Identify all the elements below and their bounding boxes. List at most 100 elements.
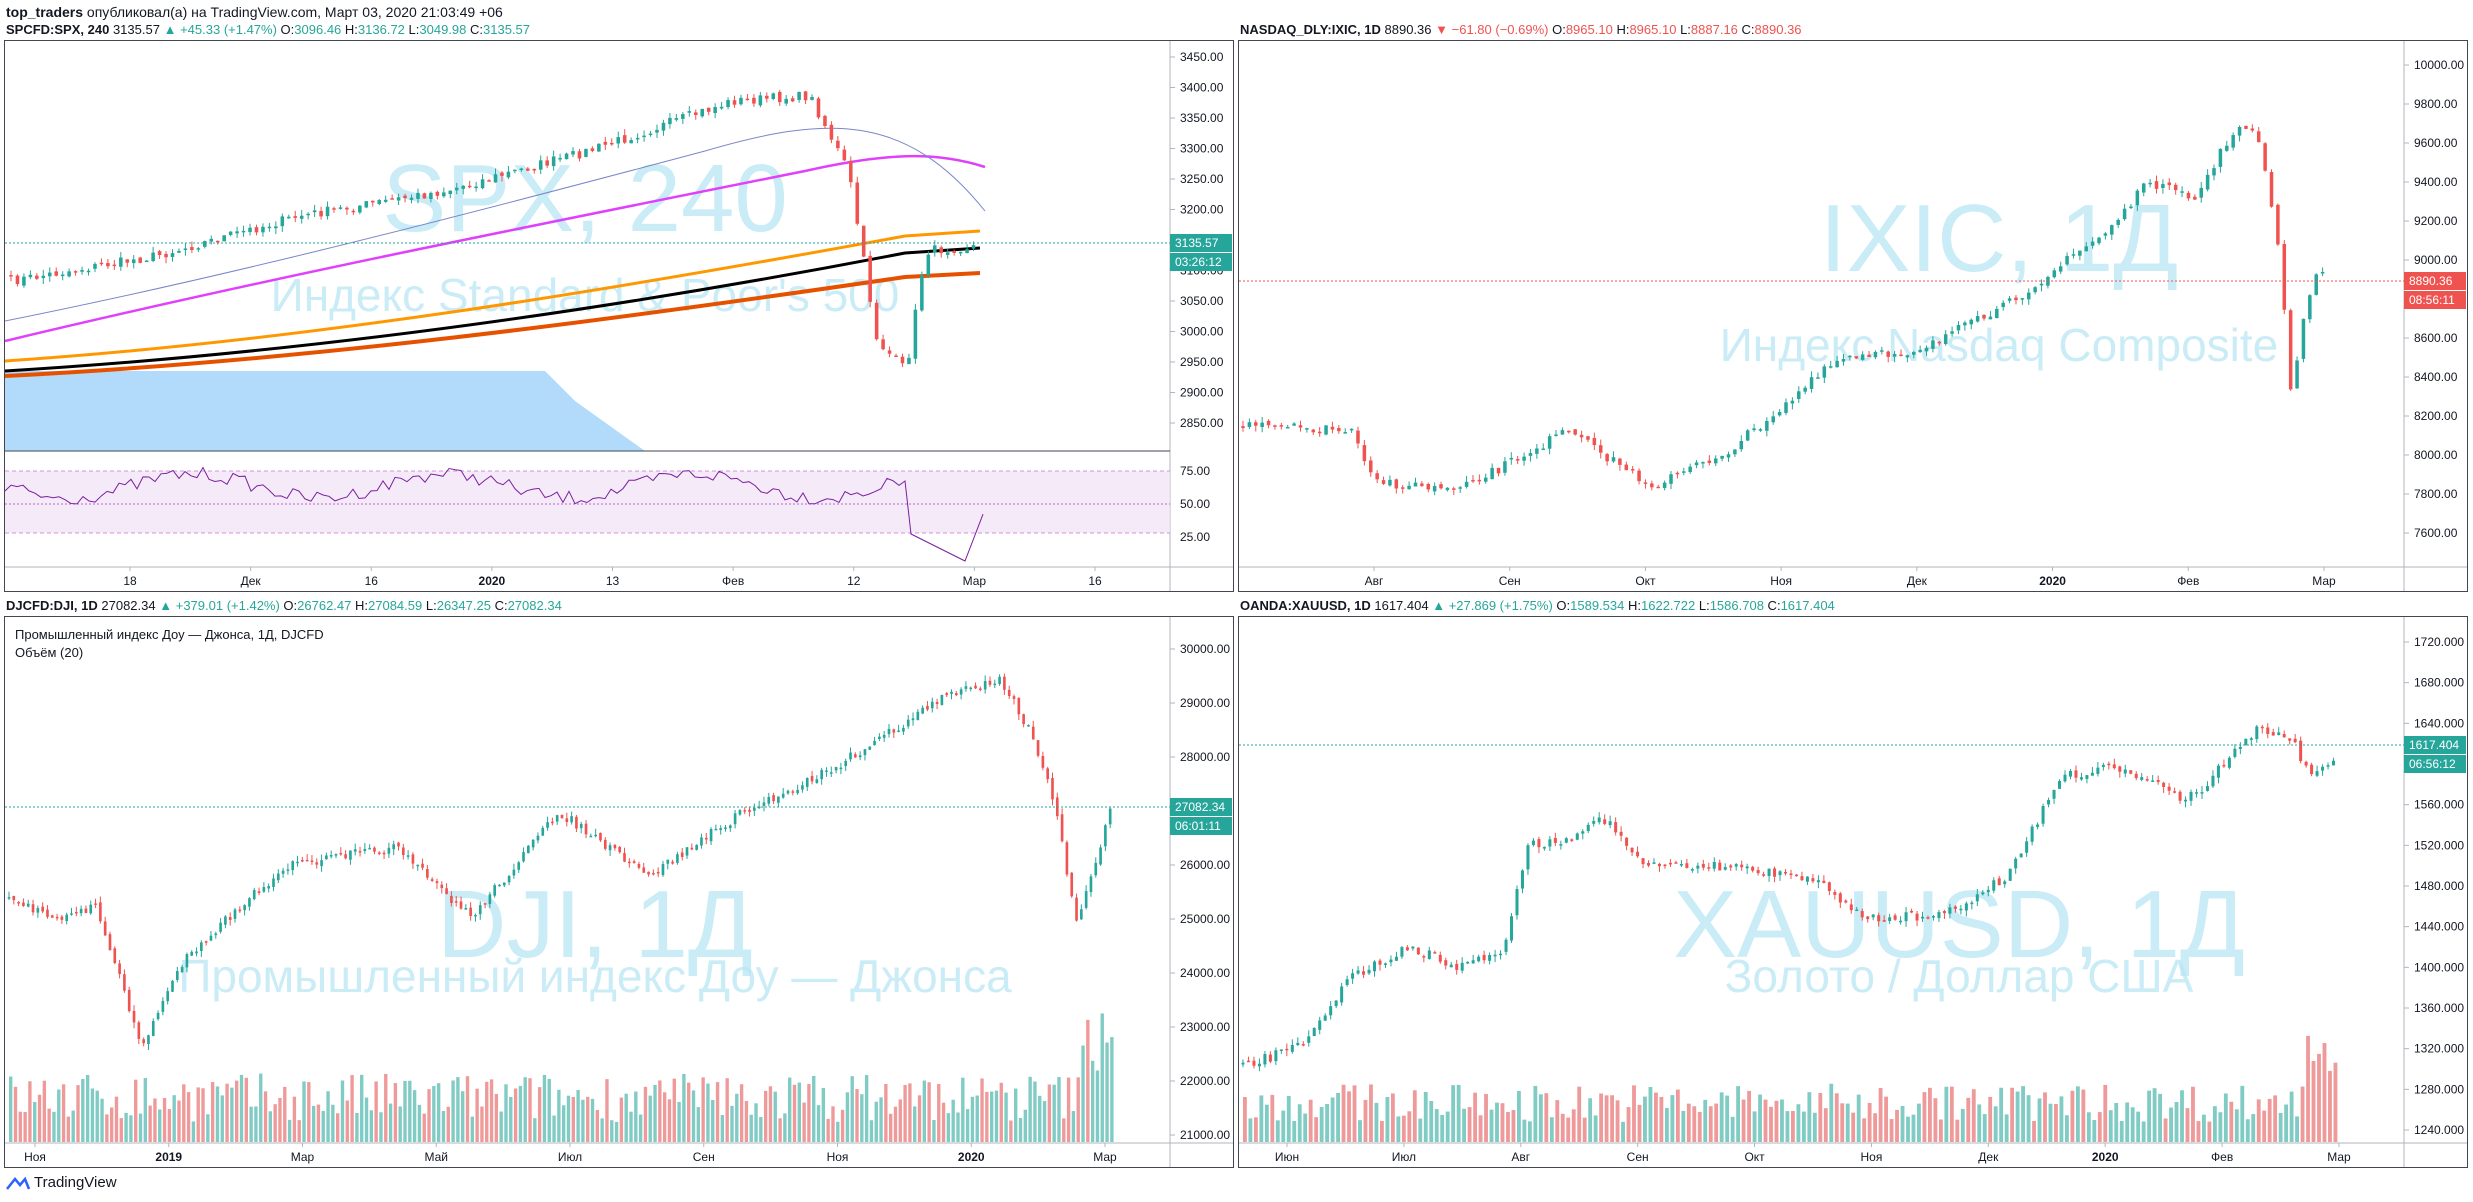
dji-candle-body [291, 861, 295, 871]
last-price-label: 1617.404 [2409, 738, 2459, 752]
symbol-name[interactable]: OANDA:XAUUSD, 1D [1240, 598, 1371, 613]
spx-candle-body [390, 198, 394, 200]
dji-volume-bar [711, 1099, 715, 1142]
dji-volume-bar [576, 1090, 580, 1142]
chart-pane-dji[interactable]: DJI, 1Д Промышленный индекс Доу — Джонса 3… [4, 616, 1234, 1168]
spx-candle-body [461, 185, 465, 189]
xau-volume-bar [1692, 1106, 1697, 1142]
symbol-name[interactable]: DJCFD:DJI, 1D [6, 598, 98, 613]
dji-volume-bar [388, 1103, 393, 1142]
xau-volume-bar [1604, 1095, 1609, 1142]
xau-candle-body [1581, 831, 1585, 834]
xau-volume-bar [2300, 1086, 2305, 1142]
volume-indicator-label[interactable]: Объём (20) [15, 645, 84, 660]
xau-volume-bar [1336, 1092, 1340, 1142]
dji-volume-bar [1071, 1111, 1076, 1142]
tradingview-footer[interactable]: TradingView [6, 1174, 117, 1191]
ixic-candle-body [1784, 402, 1788, 413]
xau-candle-body [1592, 820, 1596, 824]
xau-candle-body [2101, 764, 2105, 768]
spx-candle-body [965, 249, 969, 254]
dji-candle-body [632, 861, 636, 864]
spx-candle-body [73, 271, 78, 273]
dji-volume-bar [331, 1104, 335, 1142]
dji-candle-body [565, 818, 569, 823]
ixic-candle-body [1285, 426, 1290, 429]
dji-volume-bar [1057, 1077, 1061, 1142]
dji-candle-body [156, 1012, 160, 1020]
dji-candle-body [570, 816, 573, 823]
symbol-name[interactable]: NASDAQ_DLY:IXIC, 1D [1240, 22, 1381, 37]
dji-candle-body [671, 861, 674, 864]
spx-candle-body [222, 235, 226, 242]
ixic-candle-body [1816, 377, 1820, 379]
xau-candle-body [1899, 920, 1903, 923]
xau-volume-bar [1714, 1103, 1719, 1142]
xau-candle-body [1871, 914, 1875, 918]
spx-candle-body [86, 270, 91, 273]
spx-candle-body [564, 153, 569, 160]
xau-candle-body [1866, 916, 1870, 920]
chart-pane-ixic[interactable]: IXIC, 1Д Индекс Nasdaq Composite 10000.00 9… [1238, 40, 2468, 592]
spx-candle-body [597, 143, 601, 152]
chart-pane-xauusd[interactable]: XAUUSD, 1Д Золото / Доллар США 1720.000 168… [1238, 616, 2468, 1168]
symbol-name[interactable]: SPCFD:SPX, 240 [6, 22, 110, 37]
chart-pane-spx[interactable]: SPX, 240 Индекс Standard & Poor's 500 3450… [4, 40, 1234, 592]
xau-volume-bar [1275, 1120, 1280, 1142]
spx-ma-orange-upper [5, 229, 981, 363]
xau-candle-body [2326, 765, 2330, 767]
dji-volume-bar [869, 1120, 874, 1142]
dji-candle-body [127, 989, 131, 1012]
xau-candle-body [1394, 956, 1398, 961]
last-price: 8890.36 [1384, 22, 1432, 37]
ixic-candle-body [1943, 334, 1948, 345]
ixic-candle-body [2244, 125, 2248, 129]
dji-candle-body [753, 807, 756, 811]
dji-candle-body [1084, 891, 1088, 908]
xau-candle-body [2129, 770, 2133, 774]
author-name[interactable]: top_traders [6, 4, 84, 20]
xau-candle-body [2096, 767, 2100, 774]
price-tick-label: 8200.00 [2414, 409, 2458, 423]
dji-volume-bar [590, 1098, 595, 1142]
dji-volume-bar [860, 1094, 864, 1142]
dji-volume-bar [23, 1111, 27, 1142]
dji-volume-bar [480, 1106, 484, 1142]
dji-volume-bar [619, 1097, 624, 1142]
ixic-candle-body [2276, 204, 2280, 245]
xau-candle-body [2178, 791, 2182, 801]
dji-candle-body [113, 948, 117, 964]
xau-candle-body [1383, 963, 1387, 965]
ixic-candle-body [1560, 430, 1565, 435]
dji-volume-bar [677, 1101, 681, 1142]
spx-candle-body [887, 350, 892, 354]
dji-volume-bar [1047, 1084, 1052, 1142]
xau-candle-body [1427, 950, 1431, 960]
spx-candle-body [93, 263, 97, 269]
ixic-candle-body [2141, 183, 2146, 193]
xau-candle-body [1378, 960, 1382, 965]
dji-volume-bar [614, 1121, 619, 1142]
dji-candle-body [502, 882, 506, 886]
time-tick-label: 16 [365, 574, 379, 588]
dji-candle-body [623, 853, 626, 862]
xau-volume-bar [2180, 1090, 2184, 1142]
time-tick-label: Мар [291, 1150, 315, 1164]
dji-candle-body [147, 1035, 150, 1045]
spx-candle-body [60, 274, 65, 277]
xau-volume-bar [2251, 1114, 2256, 1142]
ixic-candle-body [1745, 430, 1750, 441]
spx-candle-body [119, 257, 123, 267]
dji-candle-body [1046, 768, 1050, 780]
xau-volume-bar [1319, 1107, 1324, 1142]
xau-volume-bar [1659, 1096, 1664, 1142]
ixic-candle-body [1260, 422, 1264, 427]
dji-volume-bar [682, 1073, 686, 1142]
dji-volume-bar [13, 1086, 18, 1142]
price-tick-label: 9400.00 [2414, 175, 2458, 189]
xau-volume-bar [1774, 1100, 1779, 1142]
xau-candle-body [2140, 777, 2144, 780]
xau-candle-body [1340, 986, 1344, 1003]
xau-candle-body [1921, 916, 1925, 919]
dji-candle-body [118, 963, 121, 975]
